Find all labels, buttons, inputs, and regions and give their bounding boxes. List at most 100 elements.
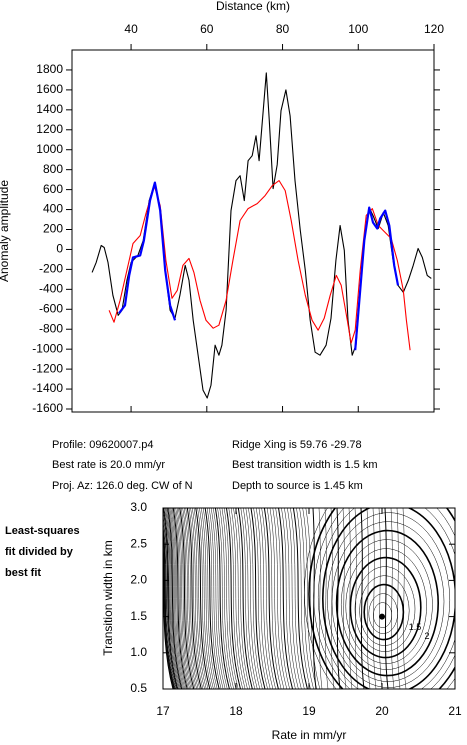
x-tick-label: 40 — [124, 22, 138, 36]
contour-line — [290, 508, 305, 689]
contour-line — [296, 508, 311, 689]
contour-line — [228, 508, 243, 689]
contour-line — [263, 508, 279, 689]
contour-label: 2 — [424, 631, 429, 641]
info-text: Depth to source is 1.45 km — [232, 480, 363, 492]
y-tick-label: 400 — [43, 202, 63, 216]
contour-line — [269, 508, 285, 689]
contour-line — [278, 508, 294, 689]
contour-line — [204, 508, 220, 689]
contour-line — [172, 508, 188, 689]
contour-line — [168, 508, 183, 689]
contour-line — [174, 508, 189, 689]
best-fit-point — [379, 613, 385, 620]
contour-line — [233, 508, 248, 689]
x-tick-label: 17 — [156, 704, 170, 718]
contour-line — [354, 508, 359, 689]
contour-line — [183, 508, 199, 689]
y-tick-label: 1.0 — [130, 645, 147, 659]
top-plot: Distance (km) Anomaly amplitude 40 60 80 10… — [0, 0, 444, 415]
y-tick-label: 1600 — [36, 82, 63, 96]
data-line — [108, 180, 411, 351]
contour-ring — [345, 548, 427, 664]
contour-line — [292, 508, 308, 689]
y-axis-title: Anomaly amplitude — [0, 180, 11, 282]
contour-line — [178, 508, 193, 689]
contour-ring — [340, 539, 433, 670]
contour-line — [253, 508, 268, 689]
info-text: Best transition width is 1.5 km — [232, 459, 378, 471]
contour-ring — [327, 512, 451, 688]
contour-line — [245, 508, 261, 689]
info-text: Best rate is 20.0 mm/yr — [52, 459, 165, 471]
contour-line — [176, 508, 192, 689]
x-tick-label: 60 — [200, 22, 214, 36]
contour-line — [284, 508, 299, 689]
y-tick-label: 1.5 — [130, 609, 147, 623]
contour-line — [266, 508, 282, 689]
y-tick-label: -1000 — [32, 341, 63, 355]
y-tick-label: 1000 — [36, 142, 63, 156]
y-tick-label: 800 — [43, 162, 63, 176]
y-tick-label: 2.0 — [130, 573, 147, 587]
contour-line — [250, 508, 266, 689]
contour-line — [342, 508, 347, 689]
contour-line — [201, 508, 216, 689]
contour-lines — [163, 508, 455, 689]
contour-line — [396, 508, 401, 689]
contour-line — [336, 508, 341, 689]
y-tick-label: 600 — [43, 182, 63, 196]
contour-line — [217, 508, 232, 689]
y-tick-label: 200 — [43, 222, 63, 236]
contour-ring — [304, 508, 455, 689]
x-tick-label: 120 — [424, 22, 444, 36]
contour-line — [163, 508, 179, 689]
contour-line — [248, 508, 263, 689]
contour-line — [208, 508, 224, 689]
y-tick-label: 1800 — [36, 62, 63, 76]
contour-line — [223, 508, 239, 689]
y-tick-label: -800 — [39, 321, 63, 335]
contour-ring — [363, 583, 405, 641]
contour-line — [221, 508, 237, 689]
info-text: Profile: 09620007.p4 — [52, 439, 154, 451]
y-tick-label: 1200 — [36, 122, 63, 136]
contour-line — [163, 517, 176, 689]
contour-line — [281, 508, 296, 689]
x-tick-label: 80 — [276, 22, 290, 36]
contour-line — [305, 508, 321, 689]
contour-line — [243, 508, 258, 689]
contour-line — [170, 508, 186, 689]
info-block: Profile: 09620007.p4 Ridge Xing is 59.76… — [5, 439, 378, 579]
info-text: Proj. Az: 126.0 deg. CW of N — [52, 480, 193, 492]
x-axis-title: Rate in mm/yr — [272, 728, 347, 742]
y-tick-label: 2.5 — [130, 536, 147, 550]
series-group — [91, 72, 432, 399]
y-tick-label: -1200 — [32, 361, 63, 375]
contour-line — [167, 508, 183, 689]
contour-line — [261, 508, 276, 689]
info-text: Ridge Xing is 59.76 -29.78 — [232, 439, 362, 451]
y-tick-label: 0 — [56, 242, 63, 256]
contour-line — [171, 508, 187, 689]
contour-ring — [373, 602, 393, 628]
contour-line — [213, 508, 228, 689]
contour-line — [193, 508, 209, 689]
contour-line — [197, 508, 212, 689]
x-axis-title: Distance (km) — [216, 0, 290, 13]
contour-line — [195, 508, 211, 689]
contour-line — [378, 508, 383, 689]
contour-line — [275, 508, 290, 689]
contour-line — [169, 508, 184, 689]
y-tick-label: 3.0 — [130, 500, 147, 514]
contour-line — [287, 508, 302, 689]
contour-line — [163, 513, 177, 689]
contour-line — [272, 508, 288, 689]
contour-ring — [354, 566, 416, 652]
contour-ring — [335, 529, 440, 677]
contour-plot: Rate in mm/yr Transition width in km 1.5… — [101, 500, 462, 742]
contour-line — [206, 508, 222, 689]
contour-line — [203, 508, 218, 689]
data-line — [91, 72, 432, 399]
